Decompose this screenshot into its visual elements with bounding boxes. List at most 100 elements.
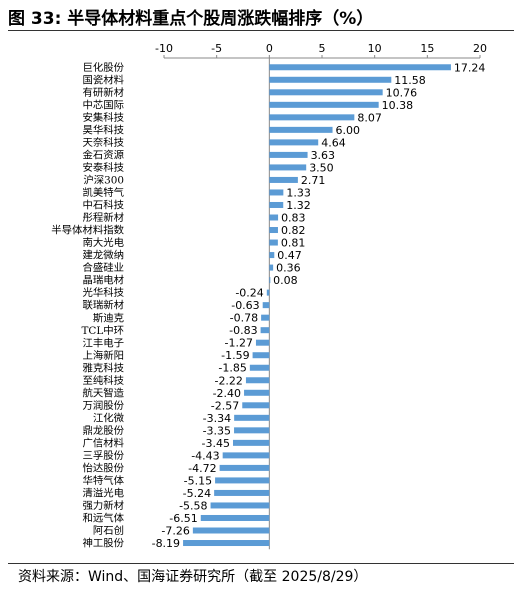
bar — [269, 164, 307, 171]
x-tick-label: 0 — [266, 42, 273, 55]
category-label: 天奈科技 — [82, 136, 124, 149]
bar — [244, 389, 270, 396]
category-label: 斯迪克 — [93, 311, 124, 324]
value-label: -2.22 — [214, 374, 242, 387]
value-label: -4.43 — [191, 449, 219, 462]
category-label: 有研新材 — [82, 86, 124, 99]
category-label: 半导体材料指数 — [51, 224, 124, 237]
value-label: 6.00 — [336, 124, 361, 137]
bar — [215, 477, 270, 484]
value-label: 0.47 — [277, 249, 302, 262]
value-label: -1.27 — [224, 337, 252, 350]
bar — [234, 427, 270, 434]
value-labels: 17.24 11.5810.7610.388.076.004.643.633.50… — [152, 61, 486, 550]
bar — [252, 352, 270, 359]
category-label: 阿石创 — [93, 524, 124, 537]
bar — [245, 377, 270, 384]
bar — [269, 76, 392, 83]
source-divider — [8, 563, 514, 564]
value-label: 2.71 — [301, 174, 326, 187]
bar — [249, 364, 270, 371]
value-label: -5.58 — [179, 499, 207, 512]
category-labels: 巨化股份国瓷材料有研新材中芯国际安集科技昊华科技天奈科技金石资源安泰科技沪深30… — [51, 61, 124, 550]
category-label: 怡达股份 — [82, 462, 124, 475]
bar — [214, 489, 270, 496]
bar — [269, 89, 383, 96]
value-label: -6.51 — [169, 512, 197, 525]
category-label: 上海新阳 — [82, 349, 124, 362]
bar — [269, 176, 298, 183]
x-tick-label: 10 — [368, 42, 382, 55]
category-label: 和远气体 — [82, 512, 124, 525]
value-label: -0.78 — [230, 312, 258, 325]
category-label: 晶瑞电材 — [82, 274, 124, 287]
figure-title: 图 33: 半导体材料重点个股周涨跌幅排序（%） — [8, 9, 374, 29]
category-label: TCL中环 — [81, 324, 124, 337]
category-label: 广信材料 — [82, 436, 124, 449]
category-label: 中石科技 — [82, 199, 124, 212]
category-label: 雅克科技 — [82, 361, 124, 374]
value-label: -4.72 — [188, 462, 216, 475]
category-label: 安集科技 — [82, 111, 124, 124]
category-label: 光华科技 — [82, 286, 124, 299]
value-label: -5.24 — [183, 487, 211, 500]
value-label: -1.59 — [221, 349, 249, 362]
value-label: 3.50 — [309, 161, 334, 174]
category-label: 至纯科技 — [82, 374, 124, 387]
category-label: 南大光电 — [82, 236, 124, 249]
category-label: 江丰电子 — [82, 336, 124, 349]
x-tick-label: 15 — [420, 42, 434, 55]
value-label: 8.07 — [357, 111, 382, 124]
category-label: 清溢光电 — [82, 487, 124, 500]
x-axis: -10 -5 0 5 10 15 20 — [155, 42, 487, 550]
bar — [219, 464, 270, 471]
bar — [269, 139, 319, 146]
value-label: 0.08 — [273, 274, 298, 287]
value-label: 0.36 — [276, 262, 301, 275]
bar — [232, 439, 270, 446]
x-tick-label: -10 — [155, 42, 173, 55]
x-tick-label: -5 — [211, 42, 222, 55]
bar — [242, 402, 270, 409]
value-label: -5.15 — [184, 474, 212, 487]
bar — [262, 302, 270, 309]
value-label: 0.82 — [281, 224, 306, 237]
value-label: -8.19 — [152, 537, 180, 550]
category-label: 彤程新材 — [82, 211, 124, 224]
bar — [192, 527, 270, 534]
bar — [269, 201, 284, 208]
value-label: 3.63 — [311, 149, 336, 162]
category-label: 强力新材 — [82, 499, 124, 512]
category-label: 华特气体 — [82, 474, 124, 487]
category-label: 航天智造 — [82, 386, 124, 399]
bar — [234, 414, 270, 421]
value-label: 11.58 — [394, 74, 426, 87]
bar — [222, 452, 270, 459]
value-label: -0.63 — [231, 299, 259, 312]
value-label: 0.81 — [281, 237, 306, 250]
value-label: 4.64 — [321, 136, 346, 149]
value-label: -2.57 — [211, 399, 239, 412]
category-label: 万润股份 — [82, 399, 124, 412]
value-label: -7.26 — [161, 525, 189, 538]
value-label: 17.24 — [454, 61, 486, 74]
value-label: -1.85 — [218, 362, 246, 375]
category-label: 国瓷材料 — [82, 73, 124, 86]
value-label: -0.83 — [229, 324, 257, 337]
category-label: 合盛硅业 — [82, 261, 124, 274]
bar — [269, 114, 355, 121]
source-note: 资料来源：Wind、国海证券研究所（截至 2025/8/29） — [18, 569, 368, 585]
bar — [269, 126, 333, 133]
value-label: -3.45 — [202, 437, 230, 450]
x-tick-label: 20 — [473, 42, 487, 55]
bar — [269, 239, 278, 246]
bar — [260, 327, 270, 334]
category-label: 鼎龙股份 — [82, 424, 124, 437]
bar — [269, 189, 284, 196]
bar — [200, 514, 270, 521]
bar — [269, 227, 278, 234]
bar — [269, 101, 379, 108]
category-label: 昊华科技 — [82, 123, 124, 136]
bar — [266, 289, 270, 296]
bar — [210, 502, 270, 509]
